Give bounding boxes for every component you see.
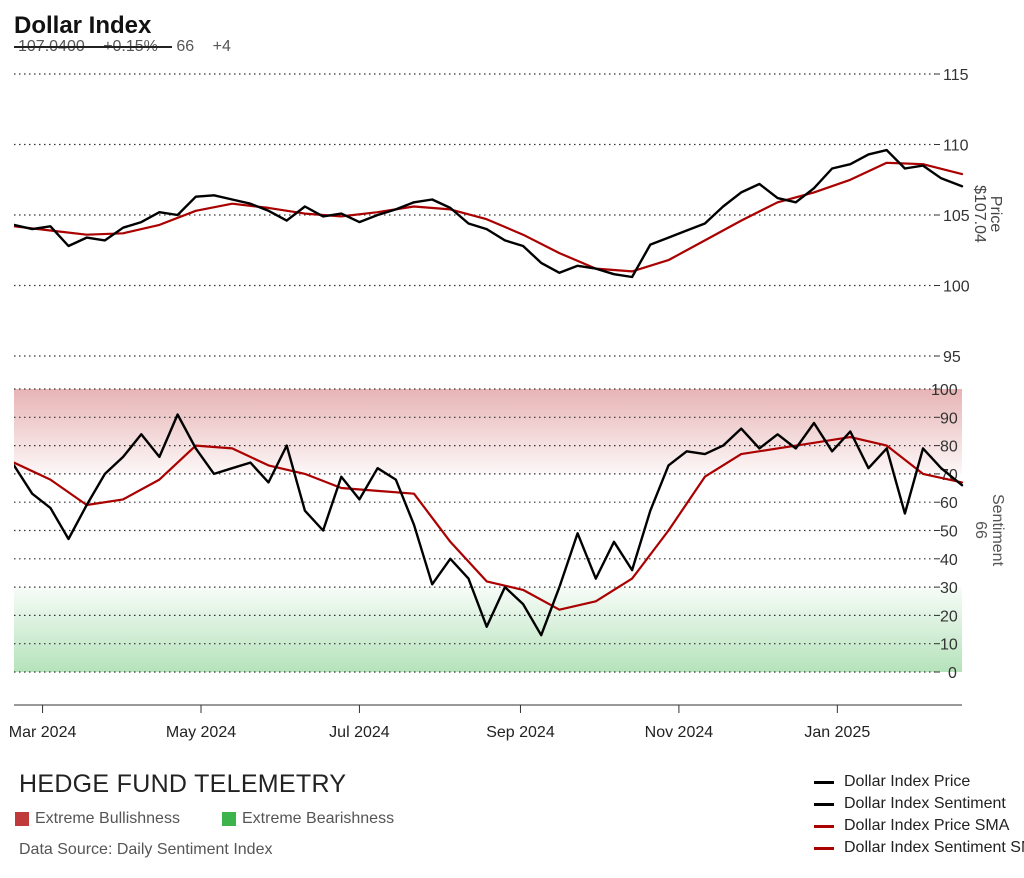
bear-swatch bbox=[222, 812, 236, 826]
data-source: Data Source: Daily Sentiment Index bbox=[19, 841, 273, 858]
sentiment-axis-title: Sentiment bbox=[989, 494, 1006, 567]
price-tick-label: 110 bbox=[943, 138, 969, 155]
x-axis: Mar 2024 May 2024 Jul 2024 Sep 2024 Nov 2024… bbox=[9, 704, 962, 741]
price-tick-label: 115 bbox=[943, 67, 969, 84]
x-tick-label: May 2024 bbox=[166, 724, 236, 741]
x-tick-label: Sep 2024 bbox=[486, 724, 555, 741]
legend-label: Dollar Index Sentiment bbox=[844, 795, 1006, 812]
price-axis-title: Price bbox=[987, 196, 1004, 233]
legend-label: Dollar Index Price bbox=[844, 773, 971, 790]
price-tick-label: 105 bbox=[943, 208, 970, 225]
sentiment-sma-line bbox=[14, 436, 964, 611]
legend-item-sentiment-sma[interactable]: Dollar Index Sentiment SMA bbox=[814, 837, 1024, 859]
axis-titles: Price $107.04 Sentiment 66 bbox=[971, 185, 1006, 566]
price-line bbox=[14, 148, 964, 279]
bull-swatch bbox=[15, 812, 29, 826]
series-legend: Dollar Index Price Dollar Index Sentimen… bbox=[814, 771, 1024, 859]
sentiment-change: +4 bbox=[212, 38, 231, 55]
legend-extreme-bullishness[interactable]: Extreme Bullishness bbox=[15, 810, 180, 828]
legend-line bbox=[814, 846, 834, 850]
strikethrough-line bbox=[14, 46, 172, 48]
legend-label: Dollar Index Sentiment SMA bbox=[844, 839, 1024, 856]
legend-line bbox=[814, 780, 834, 784]
brand-name: HEDGE FUND TELEMETRY bbox=[19, 770, 347, 798]
x-tick-label: Jul 2024 bbox=[329, 724, 390, 741]
legend-line bbox=[814, 802, 834, 806]
legend-label: Dollar Index Price SMA bbox=[844, 817, 1010, 834]
sentiment-tick-label: 40 bbox=[940, 552, 958, 569]
price-sma-line bbox=[14, 161, 964, 273]
sentiment-tick-label: 50 bbox=[940, 524, 958, 541]
extreme-bullish-zone bbox=[14, 389, 962, 474]
sentiment-tick-label: 90 bbox=[940, 410, 958, 427]
price-tick-label: 95 bbox=[943, 349, 961, 366]
legend-label: Extreme Bullishness bbox=[35, 810, 180, 827]
sentiment-tick-label: 60 bbox=[940, 495, 958, 512]
x-tick-label: Jan 2025 bbox=[804, 724, 870, 741]
sentiment-tick-label: 20 bbox=[940, 608, 958, 625]
legend-item-price[interactable]: Dollar Index Price bbox=[814, 771, 1024, 793]
sentiment-tick-label: 10 bbox=[940, 637, 958, 654]
x-tick-label: Mar 2024 bbox=[9, 724, 77, 741]
sentiment-tick-label: 100 bbox=[931, 382, 958, 399]
gridlines bbox=[14, 73, 940, 673]
legend-item-price-sma[interactable]: Dollar Index Price SMA bbox=[814, 815, 1024, 837]
extreme-bearish-zone bbox=[14, 587, 962, 672]
legend-item-sentiment[interactable]: Dollar Index Sentiment bbox=[814, 793, 1024, 815]
sentiment-tick-label: 80 bbox=[940, 439, 958, 456]
price-tick-label: 100 bbox=[943, 279, 970, 296]
legend-line bbox=[814, 824, 834, 828]
sentiment-tick-label: 30 bbox=[940, 580, 958, 597]
chart-title: Dollar Index bbox=[14, 12, 152, 39]
sentiment-tick-label: 0 bbox=[948, 665, 957, 682]
x-tick-label: Nov 2024 bbox=[645, 724, 714, 741]
legend-label: Extreme Bearishness bbox=[242, 810, 395, 827]
sentiment-value: 66 bbox=[176, 38, 195, 55]
price-current-label: $107.04 bbox=[971, 185, 988, 243]
series-lines bbox=[14, 148, 964, 637]
sentiment-line bbox=[14, 413, 964, 637]
legend-extreme-bearishness[interactable]: Extreme Bearishness bbox=[222, 810, 394, 828]
sentiment-current-label: 66 bbox=[972, 521, 989, 539]
